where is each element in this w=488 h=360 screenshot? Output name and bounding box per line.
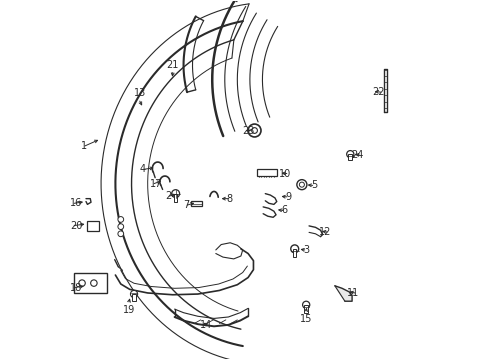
Bar <box>257 169 276 176</box>
Text: 12: 12 <box>318 227 330 237</box>
Text: 2: 2 <box>164 191 171 201</box>
Circle shape <box>251 128 257 134</box>
Text: 24: 24 <box>350 150 363 160</box>
Circle shape <box>296 180 306 190</box>
Circle shape <box>118 224 123 229</box>
Text: 21: 21 <box>166 59 179 69</box>
Text: 10: 10 <box>278 168 290 179</box>
Circle shape <box>171 190 179 198</box>
Circle shape <box>346 150 353 158</box>
Text: 16: 16 <box>70 198 82 208</box>
Text: 5: 5 <box>310 180 316 190</box>
Bar <box>74 273 107 293</box>
Text: 23: 23 <box>242 126 254 135</box>
Text: 20: 20 <box>70 221 82 230</box>
Text: 8: 8 <box>226 194 232 204</box>
Bar <box>86 221 99 231</box>
Circle shape <box>118 217 123 222</box>
Circle shape <box>130 291 137 298</box>
Text: 18: 18 <box>70 283 82 293</box>
Text: 19: 19 <box>122 305 135 315</box>
Text: 11: 11 <box>346 288 359 298</box>
Text: 4: 4 <box>140 164 145 174</box>
Text: 15: 15 <box>299 314 312 324</box>
Circle shape <box>299 182 304 187</box>
Text: 13: 13 <box>133 88 145 98</box>
Bar <box>348 154 351 160</box>
Circle shape <box>302 301 309 309</box>
Text: 3: 3 <box>302 245 308 255</box>
Polygon shape <box>334 286 351 301</box>
Circle shape <box>90 280 97 286</box>
Bar <box>190 201 202 206</box>
Text: 17: 17 <box>149 179 162 189</box>
Text: 1: 1 <box>81 141 86 151</box>
Bar <box>132 294 136 301</box>
Circle shape <box>118 231 123 237</box>
Circle shape <box>79 280 85 286</box>
Text: 14: 14 <box>200 320 212 330</box>
Text: 22: 22 <box>372 87 384 97</box>
Bar <box>292 249 296 257</box>
Text: 6: 6 <box>281 206 287 216</box>
Circle shape <box>247 124 261 137</box>
Bar <box>304 305 307 314</box>
Text: 9: 9 <box>285 192 290 202</box>
Bar <box>174 194 177 202</box>
Text: 7: 7 <box>183 200 189 210</box>
Circle shape <box>290 245 298 253</box>
